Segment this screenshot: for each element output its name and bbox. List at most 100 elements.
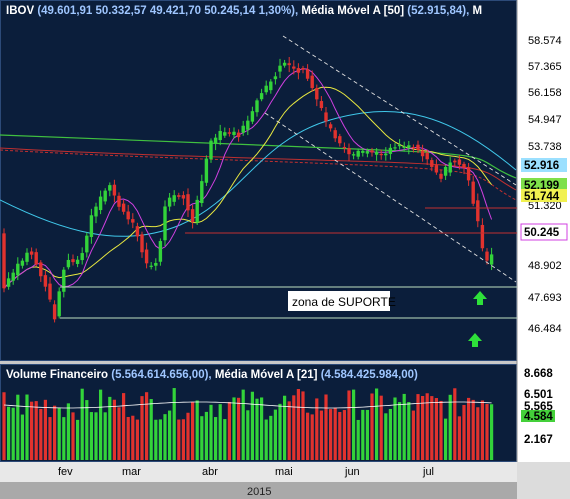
candle-body	[259, 93, 264, 100]
volume-bar	[384, 413, 388, 460]
volume-bar	[66, 403, 70, 460]
candle-body	[365, 151, 370, 154]
candle-body	[420, 150, 425, 157]
trend-channel-lower	[264, 112, 517, 283]
volume-bar	[365, 409, 369, 460]
candle-body	[333, 130, 337, 139]
candle-body	[282, 62, 287, 66]
candle-body	[393, 147, 397, 149]
candle-body	[195, 199, 199, 223]
candle-body	[190, 209, 195, 223]
price-tick-label: 56.158	[528, 87, 562, 99]
candle-body	[131, 219, 135, 223]
volume-bar	[490, 404, 494, 460]
volume-bar	[62, 417, 66, 460]
candle-body	[315, 88, 319, 100]
volume-bar	[425, 393, 429, 460]
volume-bar	[209, 404, 213, 460]
volume-bar	[80, 388, 84, 460]
volume-bar	[117, 407, 121, 460]
candle-body	[356, 150, 360, 157]
price-tick-label: 51.320	[528, 200, 562, 212]
ma-long-line	[0, 149, 517, 201]
candle-body	[379, 153, 383, 156]
candle-body	[416, 144, 420, 150]
volume-bar	[20, 414, 24, 460]
ma-long-dashed	[0, 147, 517, 191]
ma-fast-line	[3, 68, 493, 289]
volume-tick-label: 2.167	[524, 434, 553, 446]
ma-green-badge	[521, 178, 567, 192]
volume-bar	[218, 404, 222, 460]
candle-body	[430, 160, 434, 167]
month-label: mai	[275, 466, 293, 478]
candle-body	[457, 159, 462, 165]
volume-bar	[140, 396, 144, 460]
candle-body	[264, 85, 268, 93]
volume-bar	[356, 419, 360, 460]
candle-body	[57, 291, 61, 317]
candle-body	[158, 241, 163, 262]
candle-body	[361, 150, 365, 153]
candle-body	[319, 101, 324, 109]
volume-bar	[103, 412, 107, 460]
candle-body	[163, 206, 167, 241]
volume-bar	[310, 414, 314, 460]
volume-bar	[370, 393, 374, 460]
candle-body	[485, 251, 489, 261]
candle-body	[29, 251, 34, 255]
volume-bar	[329, 409, 333, 460]
symbol-label: IBOV	[6, 5, 35, 17]
volume-bar	[53, 405, 57, 460]
candle-body	[140, 234, 144, 253]
candle-body	[181, 195, 186, 199]
volume-bar	[163, 414, 167, 460]
volume-bar	[453, 388, 457, 460]
candle-body	[112, 184, 117, 196]
candle-body	[342, 146, 347, 149]
candle-body	[75, 259, 80, 264]
candle-body	[324, 112, 328, 122]
ma-slow-badge	[521, 158, 567, 172]
volume-bar	[145, 392, 149, 460]
volume-bar	[444, 418, 448, 460]
volume-bar	[214, 417, 218, 460]
volume-bar	[149, 399, 153, 460]
price-panel-frame	[0, 0, 517, 361]
candle-body	[278, 65, 282, 72]
volume-bar	[112, 399, 116, 460]
volume-bar	[250, 391, 254, 460]
candle-body	[209, 140, 213, 160]
volume-bar	[342, 410, 346, 460]
last-price-badge-text: 50.245	[524, 227, 560, 239]
year-band	[0, 482, 517, 499]
volume-bar	[2, 392, 6, 460]
volume-bar	[191, 401, 195, 460]
volume-ma-badge-text: 4.584	[524, 411, 553, 423]
volume-bar	[485, 403, 489, 460]
candle-body	[471, 181, 475, 204]
candle-body	[407, 145, 411, 148]
volume-bar	[200, 416, 204, 460]
candle-body	[292, 66, 296, 69]
volume-bar	[347, 390, 351, 460]
candle-body	[480, 224, 485, 249]
volume-value: (5.564.614.656,00),	[111, 369, 212, 381]
ma-mid-badge	[521, 189, 567, 202]
candle-body	[154, 263, 158, 266]
candle-body	[462, 163, 466, 169]
candle-body	[255, 100, 259, 113]
volume-bar	[467, 397, 471, 460]
candle-body	[135, 226, 140, 237]
candle-body	[66, 259, 71, 268]
candle-body	[466, 167, 471, 181]
candle-body	[448, 162, 452, 173]
volume-bar	[25, 394, 29, 460]
volume-bar	[388, 408, 392, 460]
volume-bar	[393, 397, 397, 460]
volume-bar	[122, 393, 126, 460]
candle-body	[296, 68, 301, 73]
candle-body	[25, 252, 29, 262]
volume-bar	[324, 394, 328, 460]
